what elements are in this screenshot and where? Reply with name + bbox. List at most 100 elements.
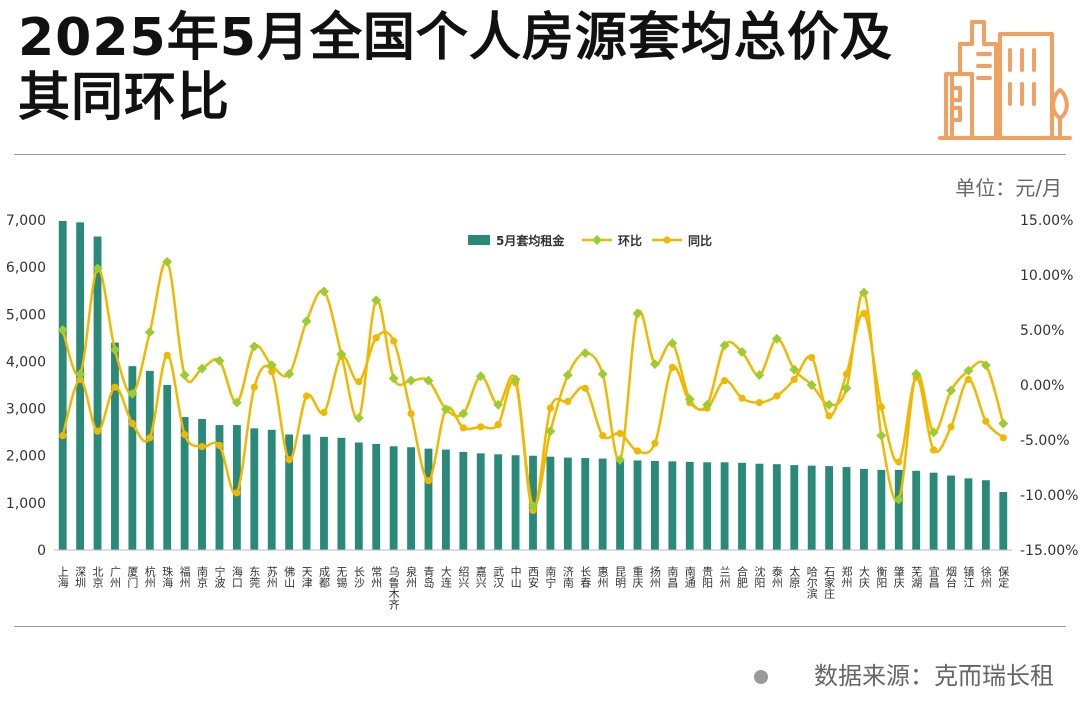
x-tick-label: 镇江	[962, 565, 975, 588]
x-tick-label: 佛山	[283, 566, 296, 588]
x-tick-label: 长春	[579, 566, 592, 589]
yoy-point	[860, 309, 868, 318]
x-tick-label: 大连	[439, 565, 452, 588]
bar	[337, 437, 346, 550]
yoy-point	[581, 384, 589, 392]
bar	[180, 417, 189, 550]
mom-point	[458, 408, 469, 419]
x-tick-label: 杭州	[143, 565, 156, 588]
bullet-dot	[754, 670, 768, 684]
yoy-point	[877, 403, 885, 411]
mom-point	[858, 287, 869, 298]
yoy-point	[459, 424, 467, 432]
x-tick-label: 武汉	[492, 566, 505, 589]
yoy-point	[372, 334, 380, 342]
mom-point	[824, 399, 835, 410]
bar	[302, 434, 311, 550]
mom-point	[684, 394, 695, 405]
mom-point	[911, 369, 922, 379]
yoy-point	[424, 477, 433, 485]
x-tick-label: 郑州	[840, 565, 853, 588]
y-right-tick-label: 10.00%	[1020, 268, 1073, 284]
x-tick-label: 成都	[317, 566, 330, 588]
mom-point	[545, 426, 556, 437]
mom-point	[806, 380, 817, 390]
x-tick-label: 北京	[91, 566, 104, 589]
yoy-point	[599, 432, 607, 440]
x-tick-label: 惠州	[596, 565, 609, 588]
yoy-point	[355, 378, 363, 386]
bar	[842, 467, 851, 550]
bar	[372, 443, 381, 550]
mom-point	[597, 369, 608, 379]
chart-area: 0 1,000 2,000 3,000 4,000 5,000 6,000 7,000 -15.…	[6, 213, 1079, 611]
mom-point	[144, 327, 155, 338]
x-tick-label: 哈尔滨	[805, 566, 818, 600]
y-right-tick-label: -10.00%	[1020, 488, 1078, 504]
x-tick-label: 肇庆	[892, 565, 905, 589]
y-left-tick-label: 5,000	[6, 307, 46, 323]
mom-point	[371, 295, 382, 306]
bar	[947, 475, 955, 550]
x-tick-label: 无锡	[335, 566, 348, 589]
mom-point	[388, 373, 399, 384]
mom-point	[876, 430, 887, 441]
bar	[755, 463, 764, 550]
legend-label: 同比	[688, 233, 712, 248]
x-tick-label: 烟台	[945, 565, 958, 588]
mom-point	[197, 363, 208, 374]
x-tick-label: 扬州	[648, 565, 661, 588]
mom-point	[998, 418, 1009, 429]
bar	[407, 447, 415, 550]
bar	[58, 220, 67, 550]
bottom-divider	[14, 626, 1066, 627]
bar	[250, 428, 259, 550]
x-tick-label: 珠海	[161, 565, 174, 589]
top-divider	[14, 154, 1066, 155]
bar	[424, 448, 433, 550]
legend-marker-yoy	[663, 236, 671, 244]
bar	[616, 459, 625, 550]
x-tick-label: 嘉兴	[474, 565, 487, 588]
bar	[703, 462, 712, 550]
source-note: 数据来源：克而瑞长租	[754, 656, 1054, 691]
legend-swatch-bar	[468, 235, 490, 245]
bar	[807, 465, 816, 550]
mom-point	[179, 370, 190, 381]
mom-point	[632, 308, 643, 319]
legend-label: 环比	[618, 233, 642, 248]
bar	[389, 446, 398, 550]
x-tick-label: 泰州	[770, 565, 783, 588]
x-tick-label: 东莞	[248, 566, 261, 589]
x-tick-label: 泉州	[405, 565, 418, 588]
building-icon	[938, 20, 1072, 140]
mom-point	[702, 399, 713, 410]
x-tick-label: 南宁	[544, 566, 557, 588]
mom-point	[667, 338, 678, 349]
yoy-point	[268, 368, 276, 376]
mom-point	[510, 374, 521, 385]
mom-point	[963, 365, 974, 376]
yoy-point	[999, 434, 1007, 442]
yoy-point	[773, 392, 781, 400]
yoy-point	[930, 446, 938, 454]
bar	[964, 478, 973, 550]
x-tick-label: 天津	[300, 566, 313, 588]
x-tick-label: 合肥	[736, 565, 749, 588]
mom-point	[301, 316, 312, 327]
x-tick-label: 宁波	[213, 565, 226, 589]
yoy-point	[233, 489, 241, 497]
y-left-tick-label: 2,000	[6, 449, 46, 465]
x-tick-label: 西安	[527, 566, 540, 589]
y-left-tick-label: 1,000	[6, 496, 46, 512]
bar	[860, 468, 868, 550]
x-tick-label: 广州	[108, 566, 121, 588]
mom-point	[528, 501, 538, 511]
x-tick-label: 南昌	[666, 566, 679, 589]
bar	[163, 385, 172, 550]
yoy-point	[895, 458, 903, 466]
bar	[76, 222, 85, 550]
source-text: 数据来源：克而瑞长租	[814, 662, 1054, 690]
mom-point	[615, 454, 626, 465]
bar	[912, 470, 921, 550]
